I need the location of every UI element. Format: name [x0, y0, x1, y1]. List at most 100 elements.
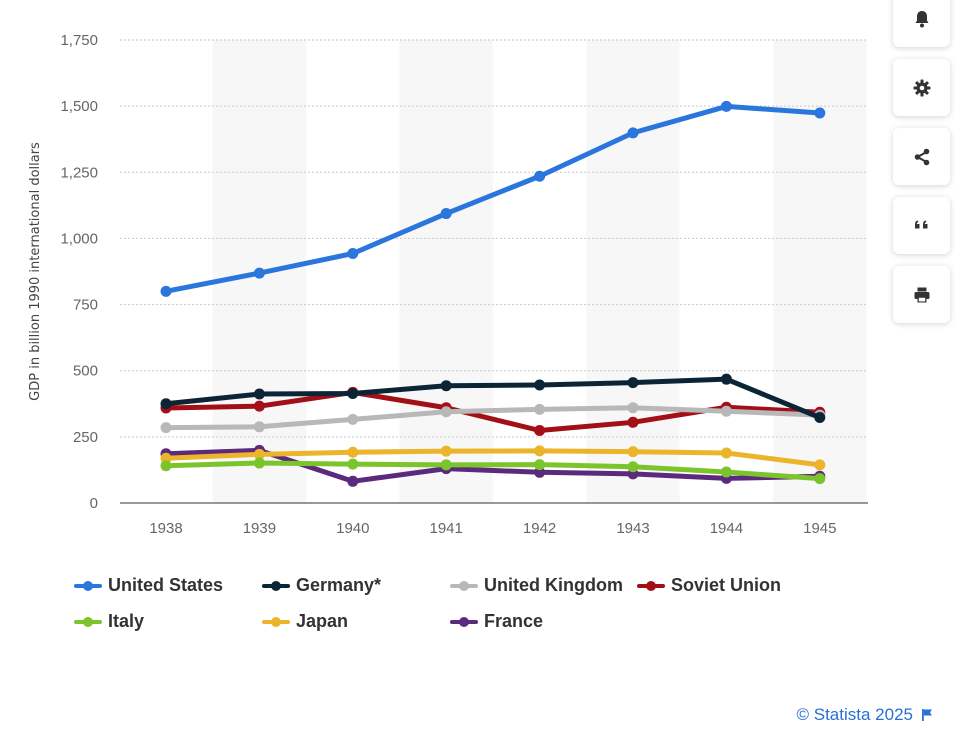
settings-button[interactable] — [893, 59, 950, 116]
print-button[interactable] — [893, 266, 950, 323]
legend-item-germany[interactable]: Germany* — [262, 575, 381, 596]
y-tick-label: 1,500 — [60, 98, 98, 115]
data-point — [627, 127, 639, 139]
x-tick-label: 1945 — [803, 520, 836, 537]
cite-button[interactable] — [893, 197, 950, 254]
notification-button[interactable] — [893, 0, 950, 47]
data-point — [814, 459, 826, 471]
data-point — [160, 285, 172, 297]
legend-item-united-states[interactable]: United States — [74, 575, 223, 596]
share-button[interactable] — [893, 128, 950, 185]
x-tick-label: 1944 — [710, 520, 743, 537]
legend-item-france[interactable]: France — [450, 611, 543, 632]
gridlines — [120, 39, 868, 438]
series-japan — [160, 445, 826, 471]
data-point — [720, 405, 732, 417]
legend-label: France — [484, 611, 544, 631]
series-line — [163, 448, 823, 468]
legend-label: Italy — [108, 611, 145, 631]
data-point — [440, 380, 452, 392]
statista-credit[interactable]: © Statista 2025 — [797, 705, 934, 725]
y-axis-label: GDP in billion 1990 international dollar… — [28, 142, 43, 401]
legend-item-italy[interactable]: Italy — [74, 611, 144, 632]
data-point — [347, 446, 359, 458]
data-point — [534, 170, 546, 182]
series-line — [163, 460, 823, 482]
series-line — [163, 376, 823, 421]
column-band — [586, 40, 680, 503]
data-point — [534, 466, 546, 478]
data-point — [253, 457, 265, 469]
x-tick-label: 1942 — [523, 520, 556, 537]
legend-item-soviet-union[interactable]: Soviet Union — [637, 575, 781, 596]
x-tick-label: 1943 — [616, 520, 649, 537]
y-tick-label: 750 — [73, 297, 98, 314]
data-point — [347, 475, 359, 487]
data-point — [253, 267, 265, 279]
data-point — [160, 398, 172, 410]
legend-label: United Kingdom — [484, 575, 623, 595]
data-point — [720, 100, 732, 112]
y-tick-label: 0 — [90, 495, 98, 512]
legend-swatch — [450, 580, 478, 591]
data-point — [347, 248, 359, 260]
data-point — [814, 107, 826, 119]
gear-icon — [913, 79, 930, 96]
data-point — [814, 473, 826, 485]
data-point — [534, 403, 546, 415]
data-point — [534, 425, 546, 437]
legend-label: Soviet Union — [671, 575, 782, 595]
data-point — [627, 402, 639, 414]
x-tick-label: 1938 — [149, 520, 182, 537]
credit-text: © Statista 2025 — [796, 705, 914, 724]
data-point — [627, 461, 639, 473]
data-point — [253, 388, 265, 400]
y-tick-label: 1,250 — [60, 164, 98, 181]
data-point — [720, 466, 732, 478]
legend-swatch — [74, 580, 102, 591]
legend-item-united-kingdom[interactable]: United Kingdom — [450, 575, 623, 596]
data-point — [534, 459, 546, 471]
legend-label: Japan — [296, 611, 349, 631]
data-point — [253, 400, 265, 412]
y-tick-label: 250 — [73, 429, 98, 446]
data-point — [627, 377, 639, 389]
series-italy — [160, 457, 826, 485]
data-point — [627, 446, 639, 458]
y-tick-label: 1,750 — [60, 32, 98, 49]
series-united-states — [160, 100, 826, 297]
bell-icon — [915, 10, 928, 27]
y-tick-label: 1,000 — [60, 230, 98, 247]
legend-swatch — [262, 580, 290, 591]
legend-swatch — [450, 616, 478, 627]
x-tick-label: 1941 — [430, 520, 463, 537]
column-band — [399, 40, 493, 503]
data-point — [347, 458, 359, 470]
series-lines — [160, 100, 826, 487]
data-point — [534, 379, 546, 391]
data-point — [160, 460, 172, 472]
data-point — [347, 387, 359, 399]
x-tick-label: 1940 — [336, 520, 369, 537]
legend-swatch — [74, 616, 102, 627]
data-point — [253, 421, 265, 433]
data-point — [440, 406, 452, 418]
data-point — [440, 445, 452, 457]
print-icon — [914, 287, 929, 302]
legend-label: Germany* — [296, 575, 382, 595]
x-tick-label: 1939 — [243, 520, 276, 537]
data-point — [627, 416, 639, 428]
data-point — [440, 208, 452, 220]
flag-icon[interactable] — [921, 708, 933, 722]
share-icon — [914, 148, 929, 165]
data-point — [347, 413, 359, 425]
legend-swatch — [637, 580, 665, 591]
data-point — [253, 448, 265, 460]
data-point — [720, 447, 732, 459]
data-point — [160, 422, 172, 434]
y-tick-label: 500 — [73, 363, 98, 380]
legend-item-japan[interactable]: Japan — [262, 611, 348, 632]
data-point — [440, 459, 452, 471]
x-axis-tick-labels: 1938 1939 1940 1941 1942 1943 1944 1945 — [149, 520, 836, 537]
data-point — [814, 412, 826, 424]
